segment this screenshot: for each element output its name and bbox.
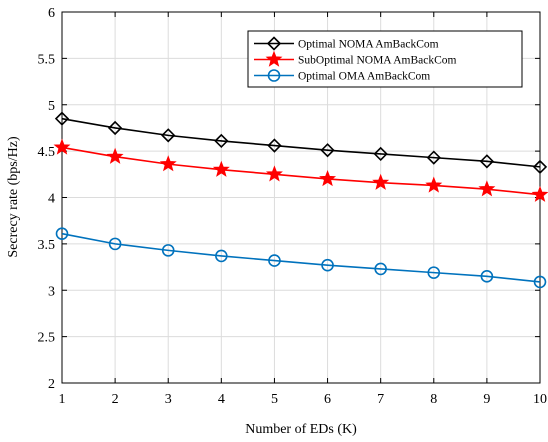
legend-label: SubOptimal NOMA AmBackCom bbox=[298, 55, 457, 67]
legend: Optimal NOMA AmBackCom SubOptimal NOMA Am… bbox=[247, 30, 523, 88]
legend-entry: SubOptimal NOMA AmBackCom bbox=[254, 50, 457, 67]
data-point bbox=[478, 180, 496, 197]
x-tick-label: 5 bbox=[271, 392, 278, 407]
y-tick-labels: 2 2.5 3 3.5 4 4.5 5 5.5 6 bbox=[38, 6, 56, 392]
y-tick-label: 5.5 bbox=[38, 52, 56, 67]
series-diamond bbox=[54, 111, 548, 175]
data-point bbox=[215, 249, 228, 263]
data-point bbox=[372, 173, 390, 190]
data-point bbox=[480, 270, 494, 283]
data-point bbox=[479, 154, 495, 169]
data-point bbox=[159, 155, 177, 172]
series-circle bbox=[55, 227, 547, 289]
legend-marker bbox=[267, 69, 281, 82]
x-tick-label: 2 bbox=[112, 392, 119, 407]
y-tick-label: 4.5 bbox=[38, 145, 56, 160]
series-line bbox=[61, 232, 541, 283]
data-point bbox=[533, 275, 547, 289]
y-axis-label: Secrecy rate (bps/Hz) bbox=[6, 136, 21, 258]
legend-label: Optimal OMA AmBackCom bbox=[298, 71, 430, 83]
legend-entry: Optimal OMA AmBackCom bbox=[254, 69, 430, 83]
legend-marker bbox=[265, 50, 283, 67]
data-point bbox=[321, 258, 334, 272]
x-tick-label: 10 bbox=[533, 392, 547, 407]
x-tick-label: 4 bbox=[218, 392, 225, 407]
legend-entry: Optimal NOMA AmBackCom bbox=[254, 36, 439, 51]
x-tick-label: 6 bbox=[324, 392, 331, 407]
data-point bbox=[320, 143, 335, 158]
y-tick-label: 2.5 bbox=[38, 331, 56, 346]
series-line bbox=[61, 146, 541, 196]
data-point bbox=[107, 120, 123, 136]
x-tick-label: 9 bbox=[483, 392, 490, 407]
data-point bbox=[108, 237, 122, 251]
series-line bbox=[61, 117, 541, 168]
data-point bbox=[55, 227, 69, 240]
y-tick-label: 3.5 bbox=[38, 238, 56, 253]
series-star bbox=[53, 138, 548, 202]
data-point bbox=[161, 128, 176, 143]
data-point bbox=[214, 133, 229, 149]
y-tick-label: 4 bbox=[48, 192, 55, 207]
data-point bbox=[426, 150, 441, 165]
data-point bbox=[374, 262, 387, 276]
data-point bbox=[54, 111, 70, 126]
x-tick-label: 8 bbox=[430, 392, 437, 407]
data-point bbox=[532, 159, 548, 175]
x-tick-label: 7 bbox=[377, 392, 384, 407]
data-point bbox=[427, 266, 441, 279]
data-point bbox=[106, 147, 124, 164]
y-tick-label: 6 bbox=[48, 6, 55, 21]
x-tick-label: 3 bbox=[165, 392, 172, 407]
data-point bbox=[268, 254, 281, 267]
legend-marker bbox=[266, 36, 282, 51]
data-point bbox=[319, 170, 337, 187]
data-point bbox=[53, 138, 71, 155]
data-point bbox=[265, 165, 283, 182]
x-axis-label: Number of EDs (K) bbox=[245, 422, 357, 437]
data-point bbox=[425, 176, 443, 193]
data-point bbox=[373, 146, 388, 162]
y-tick-label: 5 bbox=[48, 99, 55, 114]
data-point bbox=[531, 185, 548, 202]
data-point bbox=[212, 160, 230, 177]
x-tick-labels: 1 2 3 4 5 6 7 8 9 10 bbox=[59, 392, 548, 407]
series-lines bbox=[53, 111, 548, 289]
data-point bbox=[161, 244, 175, 257]
legend-label: Optimal NOMA AmBackCom bbox=[298, 39, 439, 51]
x-tick-label: 1 bbox=[59, 392, 66, 407]
y-tick-label: 3 bbox=[48, 284, 55, 299]
data-point bbox=[267, 138, 282, 153]
y-tick-label: 2 bbox=[48, 377, 55, 392]
